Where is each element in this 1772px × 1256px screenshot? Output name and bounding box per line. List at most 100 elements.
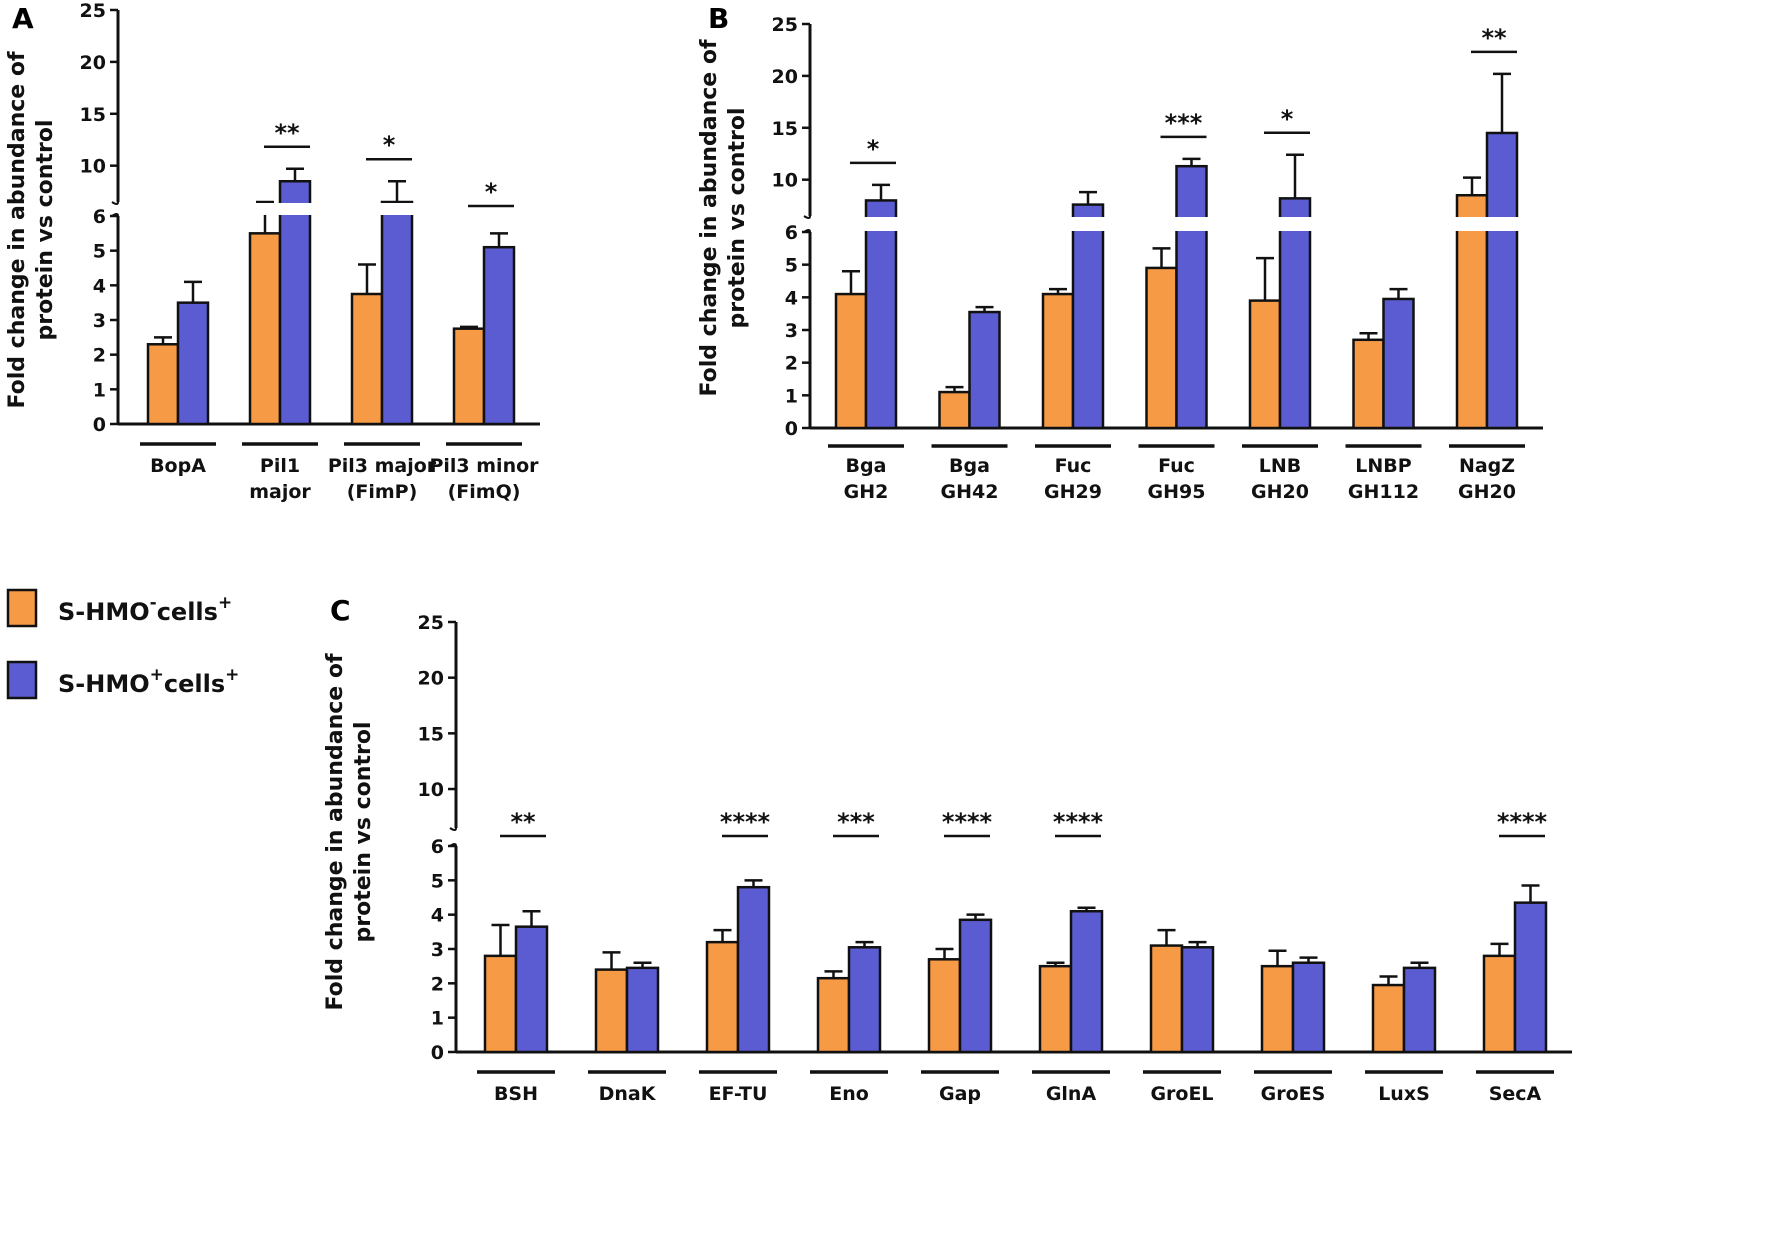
category-label: GroES [1261, 1083, 1326, 1105]
significance-stars: * [1281, 105, 1294, 133]
bar-orange [1482, 954, 1517, 1054]
legend-label: S-HMO+cells+ [58, 665, 239, 698]
y-axis-label-line: Fold change in abundance of [5, 51, 30, 409]
panel-a: A Fold change in abundance of protein vs c… [5, 0, 540, 503]
bar-orange [146, 343, 180, 426]
legend-swatch-orange [6, 588, 38, 628]
bar-blue [278, 179, 312, 426]
y-tick-label: 4 [785, 287, 798, 309]
y-tick-label: 6 [431, 836, 444, 858]
bar-orange [1248, 299, 1282, 430]
bar-blue [1513, 901, 1548, 1054]
category-label: GH29 [1044, 481, 1102, 503]
category-label: LuxS [1378, 1083, 1430, 1105]
legend-label-part: cells [157, 598, 218, 626]
category-label: LNB [1259, 455, 1302, 477]
significance-stars: **** [720, 808, 771, 836]
category-label: DnaK [599, 1083, 657, 1105]
y-axis-label-line: Fold change in abundance of [697, 39, 722, 397]
y-tick-label: 20 [80, 52, 106, 74]
y-tick-label: 25 [772, 14, 798, 36]
y-tick-label: 3 [93, 310, 106, 332]
significance-stars: * [485, 178, 498, 206]
legend-label: S-HMO-cells+ [58, 593, 232, 626]
y-tick-label: 3 [785, 320, 798, 342]
y-tick-label: 5 [785, 255, 798, 277]
y-tick-label: 1 [785, 385, 798, 407]
y-tick-label: 2 [93, 345, 106, 367]
category-label: Pil3 minor [429, 455, 539, 477]
significance-stars: *** [1165, 109, 1203, 137]
significance-stars: ** [274, 119, 300, 147]
significance-stars: * [383, 131, 396, 159]
significance-stars: **** [1053, 808, 1104, 836]
y-tick-label: 5 [93, 241, 106, 263]
bar-blue [1180, 946, 1215, 1054]
axis-break-mark [449, 827, 457, 831]
bar-blue [1291, 961, 1326, 1054]
axis-break-gap [834, 217, 898, 231]
bar-orange [1260, 964, 1295, 1054]
bar-blue [176, 301, 210, 426]
y-tick-label: 10 [80, 156, 106, 178]
bar-orange [1145, 266, 1178, 430]
significance-stars: **** [942, 808, 993, 836]
category-label: Pil1 [260, 455, 300, 477]
axis-break-gap [1041, 217, 1105, 231]
bar-orange [927, 958, 962, 1054]
category-label: BopA [150, 455, 206, 477]
legend-swatch-blue [6, 660, 38, 700]
y-tick-label: 10 [772, 170, 798, 192]
category-label: GH2 [844, 481, 889, 503]
bar-blue [1485, 131, 1519, 430]
bar-orange [1038, 964, 1073, 1054]
axis-break-gap [1455, 217, 1519, 231]
y-axis-label: Fold change in abundance of protein vs co… [323, 653, 376, 1011]
y-tick-label: 1 [93, 379, 106, 401]
y-tick-label: 5 [431, 870, 444, 892]
y-tick-label: 20 [418, 668, 444, 690]
bar-blue [1382, 297, 1415, 430]
category-label: (FimQ) [448, 481, 521, 503]
y-tick-label: 10 [418, 779, 444, 801]
category-label: SecA [1489, 1083, 1542, 1105]
y-tick-label: 0 [431, 1042, 444, 1064]
bar-blue [514, 925, 549, 1054]
category-label: Bga [846, 455, 887, 477]
y-tick-label: 6 [785, 222, 798, 244]
bar-orange [350, 292, 384, 426]
category-label: major [249, 481, 311, 503]
axis-break-mark [111, 201, 119, 205]
category-label: BSH [494, 1083, 538, 1105]
legend-label-part: S-HMO [58, 670, 150, 698]
bar-blue [1069, 909, 1104, 1054]
y-tick-label: 2 [431, 973, 444, 995]
significance-stars: * [867, 135, 880, 163]
bar-blue [482, 245, 516, 426]
category-label: GH112 [1348, 481, 1419, 503]
category-label: GlnA [1046, 1083, 1097, 1105]
significance-stars: ** [510, 808, 536, 836]
bar-blue [625, 966, 660, 1054]
bar-blue [1278, 197, 1312, 430]
y-tick-label: 15 [772, 118, 798, 140]
bar-orange [816, 976, 851, 1054]
significance-stars: **** [1497, 808, 1548, 836]
bar-blue [736, 885, 771, 1054]
y-tick-label: 0 [93, 414, 106, 436]
bar-blue [1175, 164, 1208, 430]
legend-label-part: S-HMO [58, 598, 150, 626]
bar-orange [483, 954, 518, 1054]
axis-break-mark [803, 215, 811, 219]
bar-blue [958, 918, 993, 1054]
bar-orange [248, 232, 282, 426]
bar-orange [1371, 983, 1406, 1054]
bar-blue [380, 200, 414, 426]
category-label: GH20 [1251, 481, 1309, 503]
bar-blue [968, 310, 1001, 430]
axis-break-gap [248, 203, 312, 215]
category-label: LNBP [1355, 455, 1411, 477]
category-label: (FimP) [347, 481, 418, 503]
y-tick-label: 2 [785, 353, 798, 375]
